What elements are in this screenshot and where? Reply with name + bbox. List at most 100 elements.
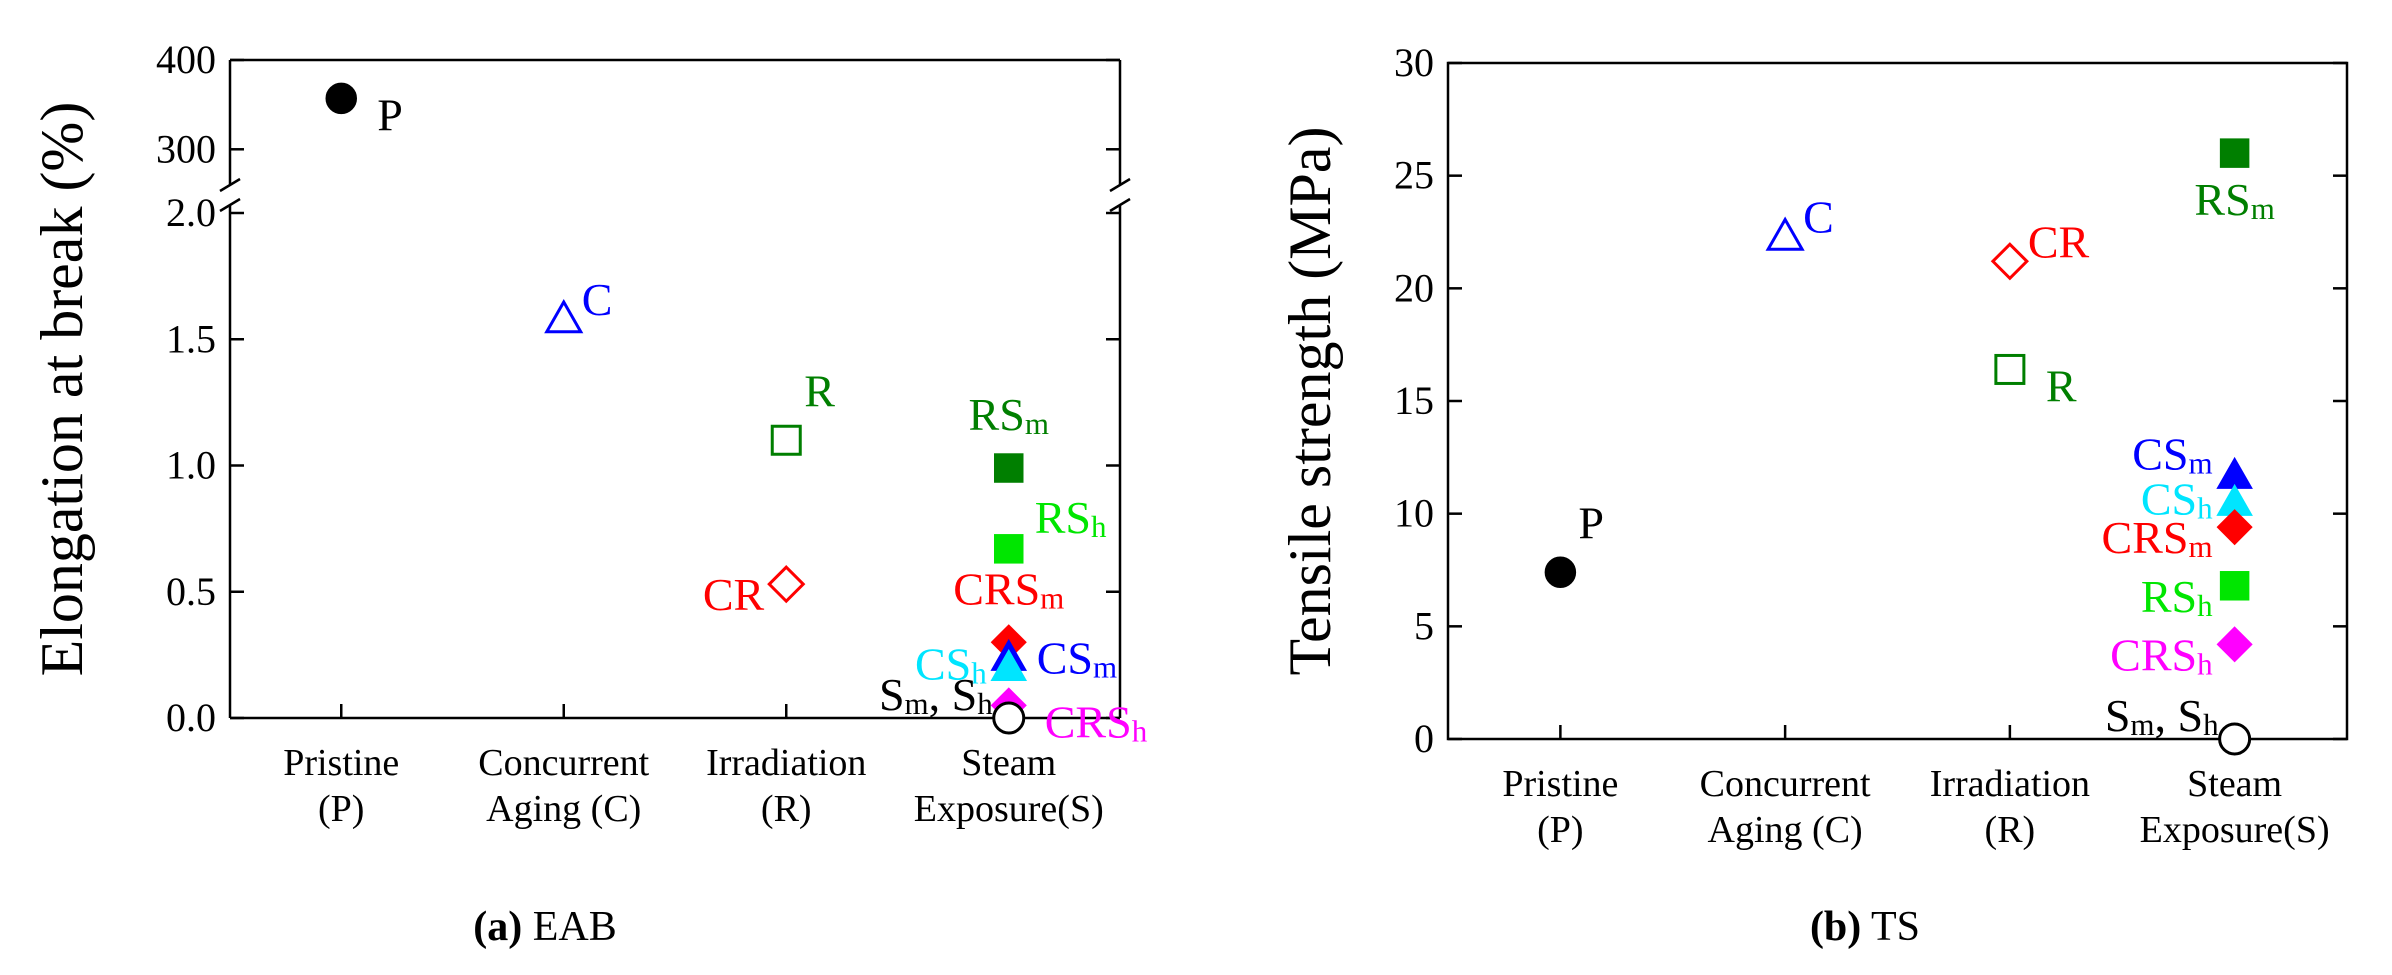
category-label: Aging (C) <box>1708 809 1863 851</box>
point-label-c: C <box>1803 192 1834 243</box>
point-label-subscript: m <box>2251 191 2275 226</box>
point-label-main: CS <box>915 639 971 690</box>
point-label-main: P <box>377 89 403 140</box>
point-label-csm: CSm <box>1037 632 1117 684</box>
y-tick-label: 15 <box>1394 378 1434 423</box>
panel-caption: (b) TS <box>1810 904 1920 950</box>
point-label-crsh: CRSh <box>2110 629 2213 681</box>
point-label-main: CRS <box>2110 629 2197 680</box>
caption-text: TS <box>1861 904 1920 950</box>
data-point-p <box>1544 556 1577 589</box>
axis-break-mark <box>1109 197 1131 213</box>
point-label-main: CRS <box>2102 512 2189 563</box>
panel-b-ts: 0 5 10 15 20 25 30 Tensile strength (MPa) Pristi… <box>1277 40 2349 950</box>
caption-letter: (a) <box>473 904 522 950</box>
point-label-main: C <box>1803 192 1834 243</box>
point-label-subscript: h <box>971 656 987 691</box>
data-point-rsh <box>2219 571 2250 601</box>
point-label-main: CR <box>2028 216 2090 267</box>
point-label-subscript: h <box>977 686 993 721</box>
y-tick-label: 400 <box>156 37 216 82</box>
point-label-subscript: h <box>2197 588 2213 623</box>
point-label-rsm: RSm <box>2194 174 2274 226</box>
point-label-subscript: m <box>1093 649 1117 684</box>
point-label-rsh: RSh <box>1035 492 1107 544</box>
data-point-cr <box>767 565 806 604</box>
point-label-main: CR <box>703 569 765 620</box>
point-label-main: CS <box>2141 473 2197 524</box>
data-point-r <box>770 424 802 456</box>
point-label-main: RS <box>2141 571 2197 622</box>
caption-letter: (b) <box>1810 904 1861 950</box>
panel-a-eab: 0.0 0.5 1.0 1.5 2.0 300 400 Elongation at break… <box>29 37 1148 950</box>
point-label-main: CS <box>2132 428 2188 479</box>
point-label-subscript: h <box>2203 707 2219 742</box>
category-label: Pristine <box>283 742 399 784</box>
category-label: Irradiation <box>706 742 866 784</box>
point-label-subscript: m <box>2189 445 2213 480</box>
data-point-csm <box>2216 456 2253 489</box>
y-tick-label: 30 <box>1394 40 1434 85</box>
category-label: Steam <box>961 742 1056 784</box>
point-label-subscript: h <box>1091 509 1107 544</box>
point-label-main: RS <box>2194 174 2250 225</box>
axis-break-mark <box>219 197 241 213</box>
data-point-crsh <box>2216 626 2253 663</box>
point-label-r: R <box>2046 360 2077 411</box>
point-label-cr: CR <box>2028 216 2090 267</box>
point-label-p: P <box>377 89 403 140</box>
point-label-csh: CSh <box>2141 473 2213 525</box>
y-tick-label: 5 <box>1414 603 1434 648</box>
data-point-crsm <box>2216 509 2253 546</box>
y-tick-label: 300 <box>156 126 216 171</box>
point-label-subscript: h <box>2197 490 2213 525</box>
point-label-main: RS <box>1035 492 1091 543</box>
point-label-sm: Sm, Sh <box>879 669 993 721</box>
point-label-subscript: h <box>2197 646 2213 681</box>
category-label: Irradiation <box>1930 763 2090 805</box>
point-label-c: C <box>582 274 613 325</box>
point-label-subscript: h <box>1132 713 1148 748</box>
data-point-csh <box>990 648 1028 681</box>
category-label: Exposure(S) <box>2140 809 2330 851</box>
y-tick-label: 2.0 <box>166 190 216 235</box>
data-point-r <box>1994 353 2026 385</box>
point-label-main: CRS <box>953 563 1040 614</box>
category-label: (R) <box>761 788 812 830</box>
data-point-rsm <box>2219 138 2250 168</box>
point-label-main: CRS <box>1045 696 1132 747</box>
point-label-subscript: m <box>2130 707 2154 742</box>
category-label: Exposure(S) <box>914 788 1104 830</box>
data-point-p <box>325 82 357 115</box>
data-point-sm <box>2218 722 2252 756</box>
point-label-rsm: RSm <box>969 389 1049 441</box>
category-label: Aging (C) <box>486 788 641 830</box>
category-label: Steam <box>2187 763 2282 805</box>
data-point-c <box>544 299 584 334</box>
point-label-main: R <box>804 365 835 416</box>
y-tick-label: 10 <box>1394 491 1434 536</box>
axis-break-mark <box>219 177 241 193</box>
point-label-main: P <box>1578 497 1604 548</box>
point-label-main: CS <box>1037 632 1093 683</box>
data-point-cr <box>1990 242 2029 281</box>
point-label-rsh: RSh <box>2141 571 2213 623</box>
point-label-main: S <box>2105 690 2131 741</box>
y-axis-label: Elongation at break (%) <box>29 102 95 677</box>
plot-frame <box>1446 61 2349 741</box>
point-label-subscript: m <box>1040 580 1064 615</box>
caption-text: EAB <box>522 904 617 950</box>
point-label-main: R <box>2046 360 2077 411</box>
point-label-cr: CR <box>703 569 765 620</box>
y-tick-label: 0.0 <box>166 695 216 740</box>
y-tick-label: 1.5 <box>166 316 216 361</box>
point-label-sm: Sm, Sh <box>2105 690 2219 742</box>
axis-break-mark <box>1109 177 1131 193</box>
point-label-subscript: m <box>1025 406 1049 441</box>
point-label-crsm: CRSm <box>953 563 1064 615</box>
category-label: (P) <box>1537 809 1583 851</box>
category-label: (P) <box>318 788 364 830</box>
category-label: (R) <box>1985 809 2036 851</box>
y-tick-label: 1.0 <box>166 443 216 488</box>
point-label-p: P <box>1578 497 1604 548</box>
